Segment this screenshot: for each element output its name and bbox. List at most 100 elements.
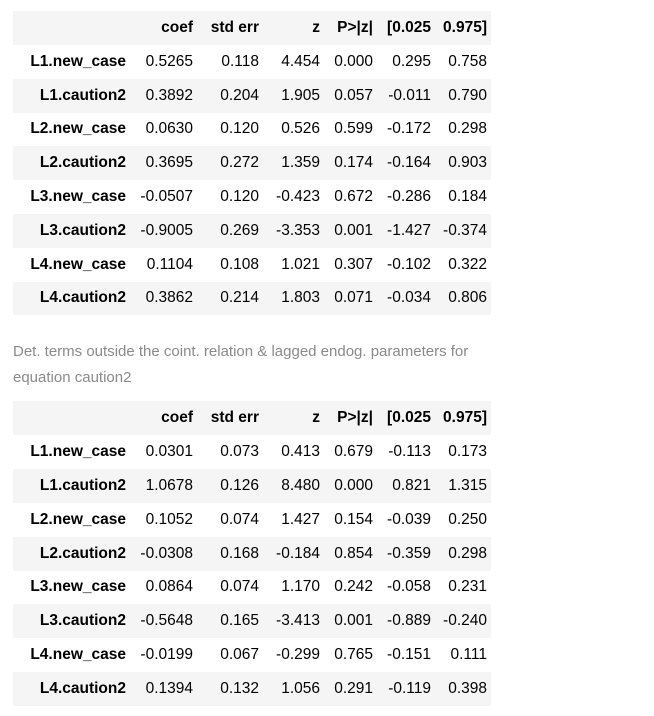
header-ci-upper: 0.975] (443, 409, 487, 427)
coef-cell: 0.1104 (146, 255, 193, 273)
ci-lower-cell: -0.151 (387, 646, 431, 664)
z-cell: -0.299 (276, 646, 320, 664)
row-label: L2.caution2 (39, 544, 126, 562)
std-err-cell: 0.269 (220, 221, 259, 239)
header-p-value: P>|z| (337, 19, 373, 36)
z-cell: -3.413 (276, 612, 320, 630)
coefficient-table-1: coef std err z P>|z| [0.025 0.975] L1.ne… (13, 11, 491, 316)
z-cell: 1.056 (281, 679, 320, 697)
ci-lower-cell: -0.164 (387, 154, 431, 172)
header-z: z (312, 19, 320, 36)
z-cell: 1.427 (281, 510, 320, 528)
std-err-cell: 0.204 (220, 86, 259, 104)
p-value-cell: 0.174 (334, 154, 373, 172)
row-label: L3.caution2 (39, 612, 126, 630)
row-label: L4.caution2 (39, 289, 126, 307)
ci-lower-cell: 0.295 (392, 52, 431, 70)
table-header-row: coef std err z P>|z| [0.025 0.975] (13, 401, 491, 436)
table-row: L1.caution2 1.0678 0.126 8.480 0.000 0.8… (13, 469, 491, 503)
std-err-cell: 0.074 (220, 510, 259, 528)
p-value-cell: 0.000 (334, 477, 373, 495)
table-row: L1.caution2 0.3892 0.204 1.905 0.057 -0.… (13, 78, 491, 113)
z-cell: 1.803 (281, 289, 320, 307)
output-area: coef std err z P>|z| [0.025 0.975] L1.ne… (13, 11, 491, 706)
table-row: L4.new_case 0.1104 0.108 1.021 0.307 -0.… (13, 247, 491, 282)
row-label: L4.new_case (30, 255, 126, 273)
header-coef: coef (161, 19, 193, 36)
ci-upper-cell: 1.315 (448, 477, 487, 495)
row-label: L4.caution2 (39, 679, 126, 697)
z-cell: 1.021 (281, 255, 320, 273)
table-row: L2.new_case 0.1052 0.074 1.427 0.154 -0.… (13, 502, 491, 537)
table-row: L2.caution2 -0.0308 0.168 -0.184 0.854 -… (13, 536, 491, 571)
header-std-err: std err (210, 409, 259, 427)
std-err-cell: 0.214 (220, 289, 259, 307)
ci-upper-cell: 0.790 (448, 86, 487, 104)
table-caption: Det. terms outside the coint. relation &… (13, 343, 469, 387)
header-ci-lower: [0.025 (387, 19, 431, 36)
row-label: L1.caution2 (39, 477, 126, 495)
ci-upper-cell: 0.806 (448, 289, 487, 307)
header-p-value: P>|z| (337, 409, 373, 427)
coef-cell: 1.0678 (145, 477, 193, 495)
header-cell (13, 11, 130, 45)
std-err-cell: 0.073 (220, 443, 259, 461)
row-label: L2.caution2 (39, 154, 126, 172)
table-row: L4.new_case -0.0199 0.067 -0.299 0.765 -… (13, 638, 491, 672)
ci-upper-cell: 0.398 (448, 679, 487, 697)
table-row: L3.caution2 -0.9005 0.269 -3.353 0.001 -… (13, 213, 491, 248)
table-row: L1.new_case 0.0301 0.073 0.413 0.679 -0.… (13, 435, 491, 470)
coef-cell: 0.1394 (145, 679, 193, 697)
ci-upper-cell: 0.322 (448, 255, 487, 273)
p-value-cell: 0.854 (334, 544, 373, 562)
row-label: L1.new_case (30, 443, 126, 461)
p-value-cell: 0.599 (334, 120, 373, 138)
z-cell: 0.413 (281, 443, 320, 461)
ci-lower-cell: -0.058 (387, 578, 431, 596)
z-cell: 8.480 (281, 477, 320, 495)
p-value-cell: 0.307 (334, 255, 373, 273)
table-row: L1.new_case 0.5265 0.118 4.454 0.000 0.2… (13, 45, 491, 79)
std-err-cell: 0.118 (221, 52, 259, 70)
std-err-cell: 0.067 (220, 646, 259, 664)
std-err-cell: 0.074 (220, 578, 259, 596)
row-label: L3.new_case (30, 578, 126, 596)
std-err-cell: 0.168 (220, 544, 259, 562)
table-row: L3.new_case -0.0507 0.120 -0.423 0.672 -… (13, 180, 491, 214)
z-cell: -0.184 (276, 544, 320, 562)
table-row: L2.new_case 0.0630 0.120 0.526 0.599 -0.… (13, 112, 491, 147)
row-label: L3.caution2 (39, 221, 126, 239)
ci-upper-cell: 0.111 (450, 646, 488, 664)
ci-upper-cell: -0.240 (443, 612, 487, 630)
p-value-cell: 0.679 (334, 443, 373, 461)
ci-upper-cell: 0.250 (448, 510, 487, 528)
std-err-cell: 0.126 (220, 477, 259, 495)
row-label: L1.new_case (30, 52, 126, 70)
ci-upper-cell: 0.298 (448, 544, 487, 562)
ci-upper-cell: 0.903 (448, 154, 487, 172)
coef-cell: -0.5648 (140, 612, 193, 630)
ci-upper-cell: 0.758 (448, 52, 487, 70)
header-ci-lower: [0.025 (387, 409, 431, 427)
ci-lower-cell: -0.034 (387, 289, 431, 307)
coefficient-table-2: coef std err z P>|z| [0.025 0.975] L1.ne… (13, 401, 491, 706)
row-label: L3.new_case (30, 188, 126, 206)
std-err-cell: 0.108 (220, 255, 259, 273)
z-cell: -3.353 (276, 221, 320, 239)
p-value-cell: 0.291 (334, 679, 373, 697)
ci-lower-cell: -0.286 (387, 188, 431, 206)
p-value-cell: 0.001 (334, 221, 373, 239)
std-err-cell: 0.132 (220, 679, 259, 697)
ci-lower-cell: -0.359 (387, 544, 431, 562)
p-value-cell: 0.071 (334, 289, 373, 307)
coef-cell: -0.0199 (140, 646, 193, 664)
ci-upper-cell: -0.374 (443, 221, 487, 239)
p-value-cell: 0.000 (334, 52, 373, 70)
header-std-err: std err (210, 19, 259, 36)
coef-cell: -0.0507 (140, 188, 193, 206)
coef-cell: 0.0630 (145, 120, 193, 138)
std-err-cell: 0.120 (220, 120, 259, 138)
p-value-cell: 0.765 (334, 646, 373, 664)
table-row: L4.caution2 0.3862 0.214 1.803 0.071 -0.… (13, 281, 491, 316)
ci-lower-cell: -1.427 (387, 221, 431, 239)
